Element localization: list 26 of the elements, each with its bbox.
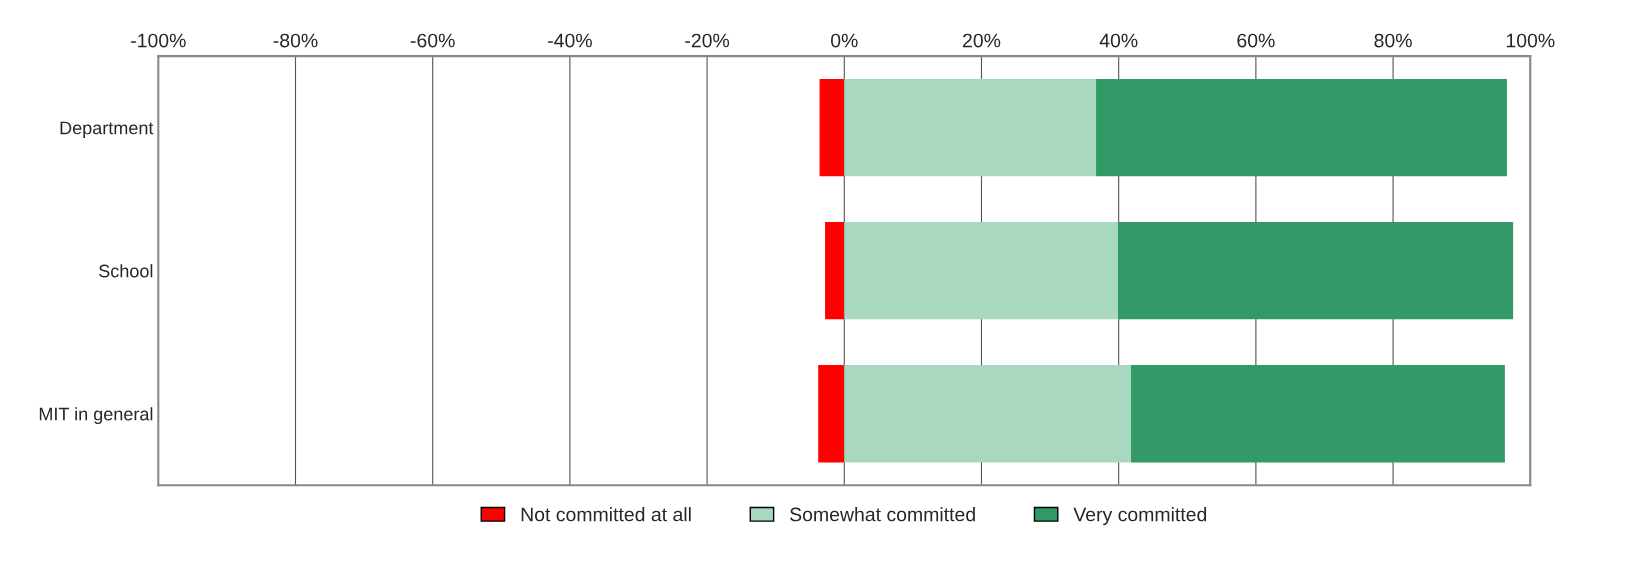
- bar: [1096, 78, 1507, 177]
- legend-label: Not committed at all: [521, 507, 691, 522]
- x-tick-label: 0%: [831, 33, 858, 48]
- legend-label: Very committed: [1073, 507, 1207, 526]
- x-tick-label: 60%: [1237, 33, 1275, 48]
- bar: [819, 78, 845, 177]
- x-tick-label: -20%: [685, 33, 730, 48]
- legend-label: Somewhat committed: [790, 507, 975, 522]
- bar: [844, 365, 1132, 463]
- y-tick-label: School: [99, 264, 153, 278]
- bar: [1118, 222, 1514, 320]
- x-tick-label: 80%: [1374, 33, 1412, 48]
- y-tick-label: MIT in general: [39, 407, 153, 425]
- x-tick-label: -80%: [273, 33, 318, 48]
- bar: [818, 365, 845, 463]
- y-tick-label: Department: [60, 121, 154, 138]
- x-tick-label: 40%: [1099, 33, 1138, 48]
- bar: [825, 222, 845, 320]
- x-tick-label: -60%: [410, 33, 455, 48]
- x-tick-label: 20%: [963, 33, 1001, 48]
- bar: [844, 78, 1097, 177]
- x-tick-label: 100%: [1506, 33, 1555, 48]
- bar: [844, 222, 1118, 320]
- x-tick-label: -100%: [131, 33, 186, 48]
- bar: [1131, 365, 1505, 463]
- x-tick-label: -40%: [548, 33, 592, 48]
